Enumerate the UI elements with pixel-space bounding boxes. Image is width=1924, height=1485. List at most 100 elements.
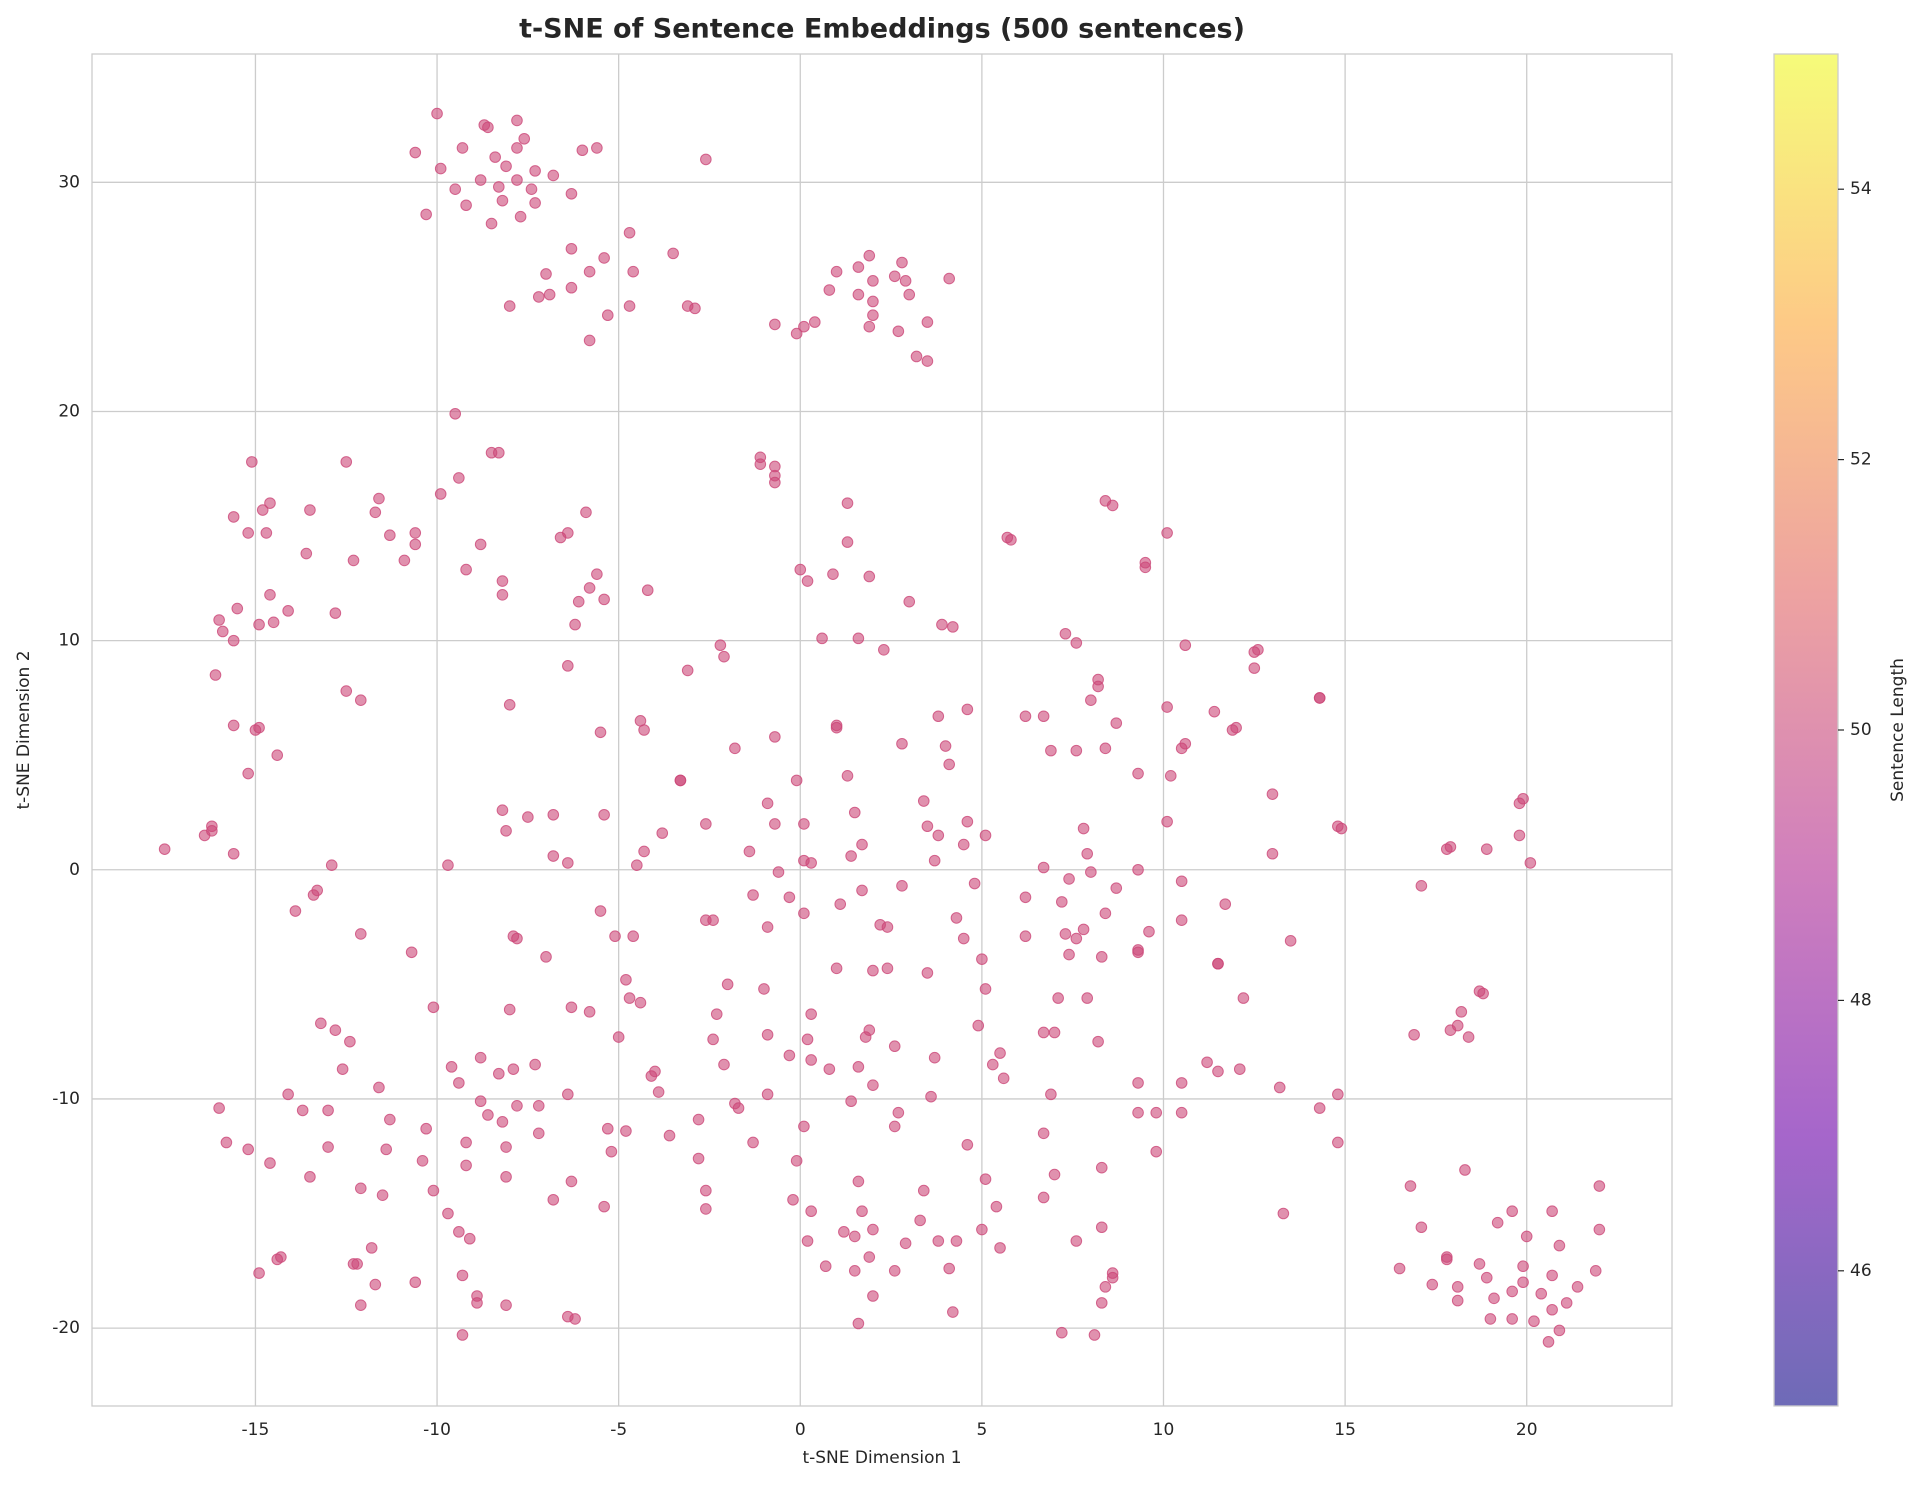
point [747, 1136, 759, 1149]
point [816, 632, 828, 645]
point [943, 1262, 955, 1275]
point [431, 107, 443, 120]
point [442, 859, 454, 872]
point [841, 536, 854, 548]
point [605, 1145, 618, 1158]
point [1132, 863, 1144, 876]
point [976, 1223, 988, 1236]
point [529, 1058, 541, 1071]
point [511, 114, 523, 127]
point [856, 884, 868, 897]
point [932, 710, 945, 723]
point [1175, 875, 1188, 888]
point [994, 1242, 1006, 1254]
point [761, 921, 774, 933]
point [380, 1143, 393, 1156]
point [344, 1035, 356, 1048]
point [1506, 1205, 1518, 1218]
point [493, 446, 505, 459]
point [1059, 928, 1072, 940]
point [790, 327, 803, 340]
point [790, 774, 803, 787]
point [420, 1122, 432, 1135]
point [493, 181, 505, 193]
point [638, 845, 650, 858]
point [878, 643, 890, 656]
point [936, 618, 948, 631]
point [732, 1102, 745, 1114]
point [1266, 847, 1279, 860]
point [322, 1104, 334, 1117]
point [601, 309, 614, 322]
point [848, 1265, 861, 1277]
point [1070, 1235, 1083, 1247]
point [623, 300, 636, 312]
point [453, 1077, 465, 1089]
point [325, 859, 338, 872]
point [1517, 1260, 1529, 1273]
point [474, 1051, 487, 1064]
point [867, 1079, 879, 1091]
point [994, 1047, 1006, 1059]
point [729, 742, 741, 755]
colorbar-label: Sentence Length [1888, 658, 1908, 802]
point [569, 1313, 581, 1325]
point [565, 281, 578, 294]
point [957, 932, 970, 945]
point [867, 964, 879, 977]
point [471, 1297, 483, 1309]
point [1052, 992, 1064, 1004]
point [961, 703, 974, 716]
colorbar-tick-label: 50 [1850, 720, 1872, 740]
point [1161, 527, 1173, 539]
point [1143, 925, 1155, 938]
point [627, 265, 639, 278]
point [841, 497, 854, 509]
point [718, 650, 730, 663]
x-tick-label: 20 [1516, 1420, 1538, 1440]
point [921, 316, 934, 328]
point [1085, 694, 1097, 707]
point [689, 302, 701, 315]
point [961, 1138, 974, 1151]
point [1081, 992, 1094, 1004]
point [532, 1127, 545, 1140]
point [1546, 1303, 1558, 1316]
point [271, 749, 284, 762]
point [1132, 1077, 1144, 1089]
point [449, 407, 462, 420]
point [496, 575, 509, 587]
point [1444, 1024, 1457, 1036]
point [928, 1051, 941, 1064]
point [562, 857, 574, 869]
point [1415, 1221, 1428, 1234]
point [663, 1129, 676, 1142]
point [354, 928, 367, 940]
colorbar [1773, 53, 1839, 1407]
point [569, 618, 581, 631]
x-tick-label: -15 [242, 1420, 270, 1440]
point [823, 1063, 836, 1075]
point [1546, 1205, 1558, 1218]
point [547, 1193, 560, 1206]
point [1095, 1297, 1108, 1309]
point [264, 497, 276, 509]
point [1092, 1035, 1104, 1048]
point [1088, 1329, 1101, 1341]
point [373, 492, 385, 505]
point [1219, 898, 1232, 910]
x-axis-label: t-SNE Dimension 1 [802, 1448, 961, 1468]
point [1095, 1161, 1108, 1174]
point [943, 758, 955, 771]
colorbar-tick-label: 48 [1850, 990, 1872, 1010]
colorbar-tick-label: 46 [1850, 1261, 1872, 1281]
point [710, 1008, 723, 1020]
point [496, 589, 509, 601]
point [405, 946, 418, 959]
point [888, 1120, 901, 1133]
point [1110, 882, 1123, 894]
point [783, 891, 796, 904]
point [1212, 957, 1224, 970]
point [522, 811, 534, 823]
